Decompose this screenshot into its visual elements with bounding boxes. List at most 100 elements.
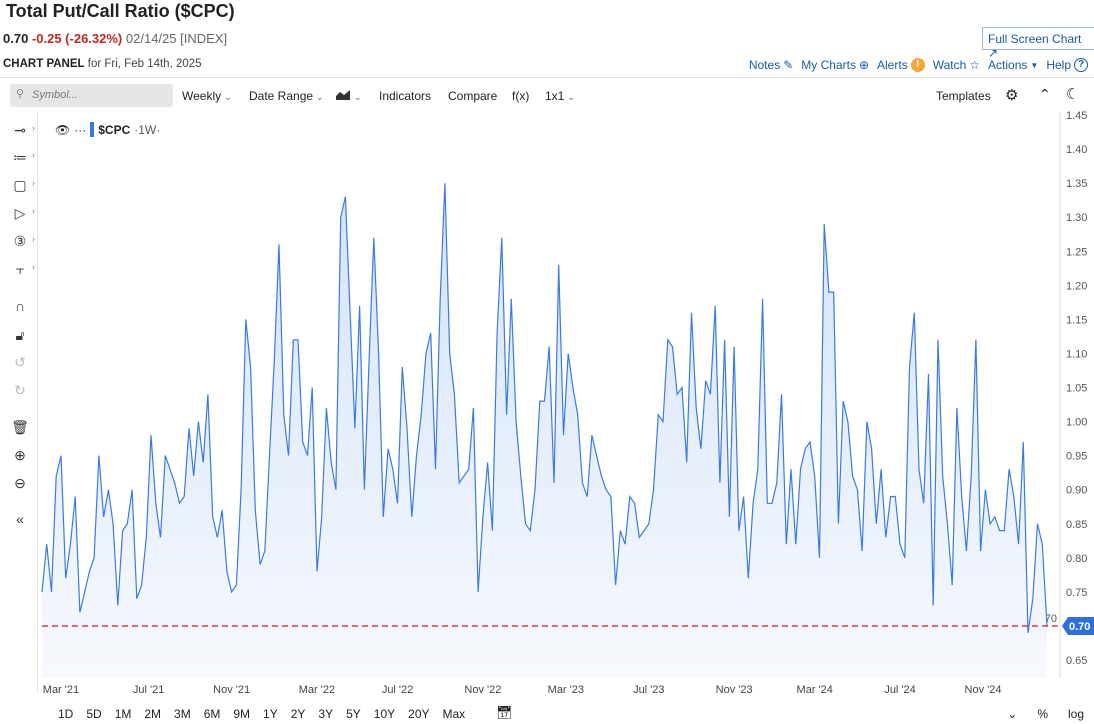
chart-links: Notes ✎ My Charts ⊕ Alerts! Watch ☆ Actions… bbox=[749, 58, 1088, 72]
area-fill bbox=[42, 183, 1047, 678]
quote-line: 0.70 -0.25 (-26.32%) 02/14/25 [INDEX] bbox=[3, 31, 227, 46]
range-button-6m[interactable]: 6M bbox=[203, 707, 221, 721]
log-scale-button[interactable]: log bbox=[1067, 707, 1084, 721]
chevron-down-icon: ⌄ bbox=[567, 92, 575, 102]
date-range-label: Date Range bbox=[249, 89, 314, 103]
magnet-icon[interactable]: ∩ bbox=[14, 298, 26, 314]
panel-date: for Fri, Feb 14th, 2025 bbox=[87, 58, 202, 70]
symbol-input[interactable]: ⚲ Symbol... bbox=[10, 84, 173, 107]
x-axis: Mar '21 Jul '21 Nov '21 Mar '22 Jul '22 Nov '… bbox=[43, 684, 1002, 696]
y-tick-label: 1.30 bbox=[1066, 212, 1087, 224]
range-button-2y[interactable]: 2Y bbox=[290, 707, 306, 721]
arrow-tool-icon[interactable]: ▷ › bbox=[14, 205, 35, 221]
header-divider bbox=[0, 77, 1094, 78]
range-button-9m[interactable]: 9M bbox=[233, 707, 251, 721]
series-line bbox=[41, 183, 1048, 633]
range-button-3y[interactable]: 3Y bbox=[318, 707, 334, 721]
dark-mode-icon[interactable]: ☾ bbox=[1066, 86, 1080, 103]
last-price-badge: 0.70 bbox=[1062, 616, 1094, 635]
fib-tool-icon[interactable]: ≔ › bbox=[13, 149, 35, 165]
line-tool-icon[interactable]: ⊸ › bbox=[14, 122, 35, 138]
more-icon[interactable]: ··· bbox=[74, 122, 87, 137]
help-link[interactable]: Help? bbox=[1046, 58, 1088, 72]
gear-icon[interactable]: ⚙ bbox=[1005, 87, 1019, 104]
range-button-5y[interactable]: 5Y bbox=[346, 707, 361, 721]
interval-dropdown[interactable]: Weekly ⌄ bbox=[182, 89, 232, 103]
collapse-sidebar-icon[interactable]: « bbox=[16, 511, 24, 527]
page-title: Total Put/Call Ratio ($CPC) bbox=[6, 1, 235, 21]
my-charts-label: My Charts bbox=[801, 58, 856, 72]
y-tick-label: 1.45 bbox=[1066, 110, 1087, 122]
range-button-1m[interactable]: 1M bbox=[114, 707, 132, 721]
compare-button[interactable]: Compare bbox=[448, 89, 498, 103]
alert-icon: ! bbox=[910, 58, 925, 72]
drawing-tools-sidebar: ⊸ › ≔ › ▢ › ▷ › ③ › ⫟ › ∩ 🔓︎ ↺ ↻ 🗑︎ ⊕ ⊖ « bbox=[0, 112, 38, 692]
measure-tool-icon[interactable]: ⫟ › bbox=[15, 261, 35, 277]
y-tick-label: 1.10 bbox=[1066, 348, 1087, 360]
area-chart-icon bbox=[336, 90, 350, 100]
range-button-max[interactable]: Max bbox=[442, 707, 466, 721]
redo-icon[interactable]: ↻ bbox=[14, 382, 26, 398]
y-tick-label: 1.35 bbox=[1066, 178, 1087, 190]
help-label: Help bbox=[1046, 58, 1071, 72]
x-tick-label: Nov '24 bbox=[965, 684, 1002, 696]
y-tick-label: 1.40 bbox=[1066, 144, 1087, 156]
range-button-2m[interactable]: 2M bbox=[144, 707, 162, 721]
y-tick-label: 0.90 bbox=[1066, 485, 1087, 497]
search-icon: ⚲ bbox=[16, 88, 25, 100]
x-tick-label: Jul '21 bbox=[133, 684, 164, 696]
trash-icon[interactable]: 🗑︎ bbox=[11, 419, 29, 435]
x-tick-label: Nov '23 bbox=[716, 684, 753, 696]
alerts-link[interactable]: Alerts! bbox=[877, 58, 925, 72]
date-range-dropdown[interactable]: Date Range ⌄ bbox=[249, 89, 324, 103]
chevron-down-icon: ⌄ bbox=[316, 92, 324, 102]
star-icon: ☆ bbox=[969, 58, 981, 72]
chevron-down-icon: ⌄ bbox=[354, 92, 362, 102]
series-color-swatch bbox=[90, 122, 95, 137]
eye-icon[interactable]: 👁︎ bbox=[55, 122, 71, 137]
range-button-10y[interactable]: 10Y bbox=[373, 707, 396, 721]
watch-link[interactable]: Watch ☆ bbox=[933, 58, 980, 72]
range-button-1y[interactable]: 1Y bbox=[263, 707, 278, 721]
shape-tool-icon[interactable]: ▢ › bbox=[13, 177, 35, 193]
x-tick-label: Nov '21 bbox=[213, 684, 250, 696]
chevron-down-icon: ⌄ bbox=[224, 92, 232, 102]
calendar-icon[interactable]: 📅︎ bbox=[496, 705, 513, 720]
y-tick-label: 1.20 bbox=[1066, 280, 1087, 292]
alerts-label: Alerts bbox=[877, 58, 908, 72]
undo-icon[interactable]: ↺ bbox=[14, 354, 26, 370]
chart-toolbar: ⚲ Symbol... Weekly ⌄ Date Range ⌄ ⌄ Indicat… bbox=[0, 84, 1094, 109]
percent-scale-button[interactable]: % bbox=[1037, 707, 1048, 721]
range-button-3m[interactable]: 3M bbox=[174, 707, 191, 721]
annotation-tool-icon[interactable]: ③ › bbox=[13, 233, 35, 249]
legend-symbol: $CPC bbox=[98, 122, 131, 137]
templates-button[interactable]: Templates bbox=[936, 89, 991, 103]
unlock-icon[interactable]: 🔓︎ bbox=[15, 327, 25, 343]
zoom-in-icon[interactable]: ⊕ bbox=[14, 447, 26, 463]
x-tick-label: Mar '22 bbox=[299, 684, 335, 696]
chart-type-dropdown[interactable]: ⌄ bbox=[336, 89, 362, 103]
y-tick-label: 1.00 bbox=[1066, 417, 1087, 429]
range-button-1d[interactable]: 1D bbox=[58, 707, 74, 721]
full-screen-chart-button[interactable]: Full Screen Chart ↗ bbox=[982, 27, 1094, 60]
indicators-button[interactable]: Indicators bbox=[379, 89, 432, 103]
price-change: -0.25 (-26.32%) bbox=[31, 31, 123, 46]
my-charts-link[interactable]: My Charts ⊕ bbox=[801, 58, 869, 72]
layout-dropdown[interactable]: 1x1 ⌄ bbox=[545, 89, 575, 103]
help-icon: ? bbox=[1074, 58, 1088, 72]
scale-buttons: ⌄ % log bbox=[1007, 707, 1084, 721]
function-button[interactable]: f(x) bbox=[512, 89, 530, 103]
range-button-20y[interactable]: 20Y bbox=[408, 707, 430, 721]
symbol-placeholder: Symbol... bbox=[32, 89, 78, 101]
x-tick-label: Jul '22 bbox=[382, 684, 413, 696]
collapse-icon[interactable]: ⌃ bbox=[1039, 86, 1051, 102]
actions-menu[interactable]: Actions ▼ bbox=[988, 58, 1038, 72]
range-button-5d[interactable]: 5D bbox=[86, 707, 102, 721]
range-buttons: 1D 5D 1M 2M 3M 6M 9M 1Y 2Y 3Y 5Y 10Y 20Y Max bbox=[58, 707, 478, 721]
zoom-out-icon[interactable]: ⊖ bbox=[14, 475, 26, 491]
y-tick-label: 1.25 bbox=[1066, 246, 1087, 258]
collapse-down-icon[interactable]: ⌄ bbox=[1007, 707, 1018, 721]
edit-icon: ✎ bbox=[783, 58, 794, 72]
notes-link[interactable]: Notes ✎ bbox=[749, 58, 793, 72]
